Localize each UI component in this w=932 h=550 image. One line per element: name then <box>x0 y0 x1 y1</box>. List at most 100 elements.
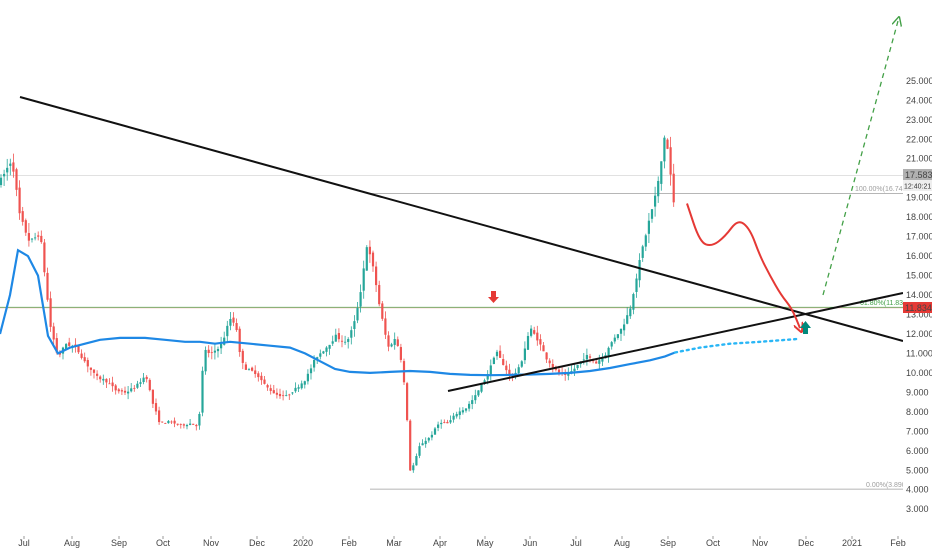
candle-body <box>381 303 384 319</box>
fib-618-label: 61.80%(11.831) <box>860 300 909 307</box>
candle-body <box>213 350 216 353</box>
candle-body <box>49 298 52 327</box>
candle-body <box>632 294 635 310</box>
ascending-trendline[interactable] <box>447 292 904 392</box>
candle-body <box>99 376 102 380</box>
descending-trendline[interactable] <box>19 96 904 342</box>
candle-body <box>461 410 464 413</box>
candle-body <box>331 341 334 344</box>
current-price-tag: 17.583 <box>903 169 932 180</box>
candle-body <box>672 173 675 203</box>
price-tick-label: 4.000 <box>906 485 929 495</box>
candle-body <box>406 383 409 421</box>
price-tick-label: 24.000 <box>906 95 932 105</box>
price-tick-label: 18.000 <box>906 212 932 222</box>
candles-layer <box>0 135 675 473</box>
candle-body <box>495 351 499 357</box>
time-tick-label: Nov <box>752 538 769 548</box>
plot-area <box>0 0 903 536</box>
candle-body <box>418 446 421 456</box>
candle-body <box>220 343 223 349</box>
candle-body <box>229 318 232 326</box>
time-axis[interactable]: Jul Aug Sep Oct Nov Dec 2020 Feb Mar Apr May Jun Jul… <box>0 536 932 550</box>
candle-body <box>105 378 108 383</box>
time-tick-label: Dec <box>249 538 266 548</box>
candle-body <box>185 425 189 427</box>
candle-body <box>179 424 182 425</box>
candle-body <box>557 369 561 373</box>
candle-body <box>291 392 294 394</box>
candle-body <box>92 369 96 373</box>
time-tick-label: May <box>476 538 494 548</box>
candle-body <box>300 383 303 389</box>
candle-body <box>353 321 356 329</box>
countdown-tag: 12:40:21 <box>903 180 932 191</box>
candle-body <box>619 328 623 334</box>
candle-body <box>130 388 133 392</box>
candle-body <box>316 357 319 360</box>
price-tick-label: 16.000 <box>906 251 932 261</box>
candle-body <box>37 235 40 237</box>
price-tick-label: 21.000 <box>906 154 932 164</box>
candle-body <box>154 403 158 412</box>
price-axis[interactable]: 3.000 4.000 5.000 6.000 7.000 8.000 9.000 10.00… <box>903 0 932 550</box>
candle-body <box>430 434 433 438</box>
candle-body <box>539 339 542 345</box>
candle-body <box>297 387 300 389</box>
candle-body <box>480 384 483 392</box>
candle-body <box>167 420 170 424</box>
candle-body <box>278 393 282 397</box>
candle-body <box>666 139 669 149</box>
time-tick-label: Aug <box>614 538 630 548</box>
candle-body <box>415 456 418 466</box>
candle-body <box>657 180 660 197</box>
bearish-projection-path[interactable] <box>686 203 800 329</box>
candle-body <box>108 383 111 385</box>
candle-body <box>0 177 3 186</box>
candle-body <box>303 381 306 385</box>
candle-body <box>449 420 452 423</box>
candle-body <box>189 423 192 425</box>
candle-body <box>43 242 46 273</box>
candle-body <box>68 342 71 346</box>
candle-body <box>24 220 27 233</box>
price-tick-label: 19.000 <box>906 193 932 203</box>
candle-body <box>322 351 325 354</box>
candle-body <box>52 326 55 340</box>
candle-body <box>151 389 154 404</box>
candle-body <box>6 167 9 173</box>
candle-body <box>421 443 424 446</box>
candle-body <box>198 413 201 426</box>
candle-body <box>238 328 241 353</box>
candle-body <box>210 352 213 354</box>
candle-body <box>452 415 455 420</box>
price-tick-label: 13.000 <box>906 310 932 320</box>
candle-body <box>489 365 492 376</box>
bullish-projection-path[interactable] <box>822 21 898 296</box>
candle-body <box>337 333 340 340</box>
candle-body <box>508 369 511 375</box>
fib-100-label: 100.00%(16.745) <box>855 186 909 193</box>
candle-body <box>526 335 530 350</box>
candle-body <box>223 337 226 345</box>
candle-body <box>542 345 545 352</box>
candle-body <box>21 211 24 222</box>
candle-body <box>567 373 570 376</box>
candle-body <box>464 408 468 411</box>
candle-body <box>65 344 68 349</box>
candle-body <box>117 389 120 392</box>
candle-body <box>201 370 204 413</box>
candle-body <box>433 428 437 435</box>
time-tick-label: Nov <box>203 538 220 548</box>
candle-body <box>123 390 127 393</box>
candle-body <box>170 421 173 423</box>
time-tick-label: 2021 <box>842 538 862 548</box>
candle-body <box>424 440 427 445</box>
candle-body <box>340 340 344 342</box>
price-tick-label: 14.000 <box>906 290 932 300</box>
time-tick-label: Jun <box>523 538 538 548</box>
candle-body <box>226 325 229 337</box>
candle-body <box>499 350 502 358</box>
candle-body <box>334 334 337 342</box>
